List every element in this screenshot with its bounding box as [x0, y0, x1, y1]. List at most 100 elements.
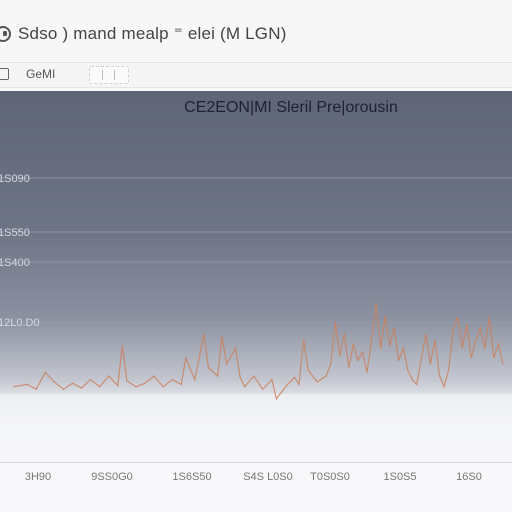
x-tick-label: S4S L0S0	[243, 471, 293, 483]
x-tick-label: 16S0	[456, 471, 482, 483]
data-point	[479, 327, 481, 329]
data-point	[352, 343, 354, 345]
data-point	[81, 387, 83, 389]
data-point	[375, 303, 377, 305]
data-point	[502, 363, 504, 365]
data-point	[185, 357, 187, 359]
toolbar: GeMI	[0, 62, 512, 88]
data-point	[126, 380, 128, 382]
data-point	[253, 375, 255, 377]
data-point	[457, 316, 459, 318]
data-point	[475, 339, 477, 341]
series-line	[13, 303, 504, 401]
data-point	[334, 321, 336, 323]
data-point	[162, 386, 164, 388]
window-title: Sdso ) mand mealp ⁼ elei (M LGN)	[18, 24, 287, 43]
data-point	[298, 383, 300, 385]
data-point	[235, 347, 237, 349]
data-point	[221, 335, 223, 337]
y-tick-label: 12L0.D0	[0, 317, 40, 329]
data-point	[225, 363, 228, 365]
data-point	[275, 398, 277, 400]
y-tick-label: 1S550	[0, 227, 30, 239]
data-point	[420, 357, 422, 359]
data-point	[108, 375, 110, 377]
data-point	[144, 382, 146, 384]
data-point	[303, 339, 305, 341]
data-point	[398, 359, 400, 361]
x-tick-label: 3H90	[25, 471, 51, 483]
data-point	[407, 369, 409, 371]
plot-area: CE2EON|MI Sleril Pre|orousin	[0, 91, 512, 394]
data-point	[90, 379, 92, 381]
data-point	[135, 386, 137, 388]
data-point	[194, 379, 196, 381]
data-point	[470, 357, 472, 359]
data-point	[384, 315, 386, 317]
x-axis	[0, 462, 512, 492]
toolbar-icon[interactable]	[0, 68, 9, 80]
data-point	[380, 347, 382, 349]
y-tick-label: 1S400	[0, 257, 30, 269]
data-point	[207, 367, 209, 369]
data-point	[402, 347, 404, 349]
data-point	[389, 345, 391, 347]
data-point	[370, 339, 373, 341]
data-point	[13, 386, 15, 388]
data-point	[452, 328, 454, 330]
data-point	[293, 376, 296, 378]
chart-title: CE2EON|MI Sleril Pre|orousin	[184, 99, 398, 116]
data-point	[416, 383, 418, 385]
data-point	[26, 383, 28, 385]
data-point	[244, 386, 246, 388]
data-point	[44, 371, 46, 373]
data-point	[99, 386, 101, 388]
data-point	[493, 357, 495, 359]
data-point	[262, 388, 264, 390]
app-icon[interactable]	[0, 26, 11, 42]
title-bar: Sdso ) mand mealp ⁼ elei (M LGN)	[0, 0, 512, 66]
data-point	[348, 367, 350, 369]
x-tick-label: T0S0S0	[310, 471, 350, 483]
data-point	[438, 375, 441, 377]
data-point	[117, 385, 119, 387]
data-point	[325, 375, 327, 377]
data-point	[171, 379, 173, 381]
data-point	[307, 369, 309, 371]
data-point	[366, 371, 368, 373]
data-point	[466, 323, 468, 325]
x-tick-label: 9SS0G0	[91, 471, 133, 483]
x-tick-label: 1S6S50	[172, 471, 211, 483]
data-point	[239, 376, 241, 378]
toolbar-label: GeMI	[26, 67, 56, 81]
data-point	[361, 351, 364, 353]
data-point	[357, 359, 359, 361]
data-point	[330, 363, 332, 365]
data-point	[411, 379, 413, 381]
data-point	[180, 383, 182, 385]
data-point	[62, 388, 64, 390]
data-point	[53, 381, 56, 383]
y-tick-label: 1S090	[0, 173, 30, 185]
data-point	[429, 363, 431, 365]
x-tick-label: 1S0S5	[383, 471, 416, 483]
data-point	[271, 379, 273, 381]
toolbar-segmented-control[interactable]	[89, 66, 129, 84]
data-point	[284, 386, 287, 388]
data-point	[443, 386, 445, 388]
data-point	[448, 369, 450, 371]
data-point	[484, 347, 486, 349]
data-point	[216, 375, 219, 377]
data-point	[203, 333, 205, 335]
data-point	[488, 316, 490, 318]
data-point	[434, 339, 436, 341]
data-point	[316, 381, 318, 383]
data-point	[71, 382, 74, 384]
data-point	[425, 333, 427, 335]
plot-footer-area	[0, 394, 512, 464]
x-axis-line	[0, 462, 512, 463]
data-point	[35, 388, 37, 390]
data-point	[497, 343, 499, 345]
